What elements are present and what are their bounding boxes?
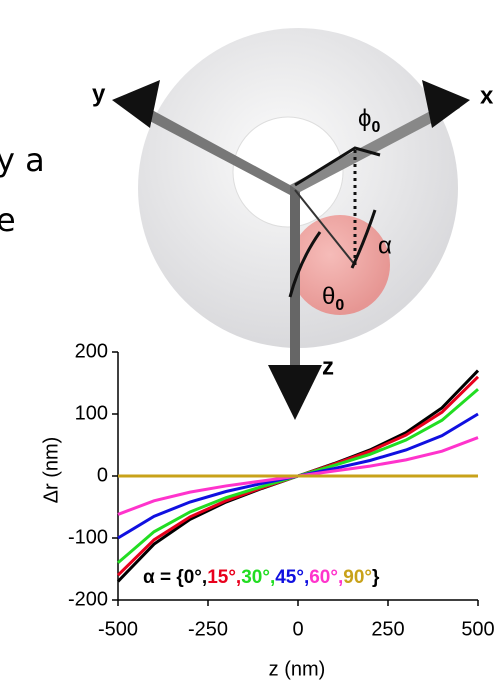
subscript: 0	[335, 297, 344, 314]
legend-entry: 0°	[184, 567, 202, 588]
diagram: y x z ϕ0 α θ0	[92, 28, 494, 420]
legend-entry: 45°	[275, 567, 304, 588]
x-tick-label: -250	[188, 618, 228, 640]
x-axis-title: z (nm)	[269, 658, 326, 680]
y-tick-label: 200	[75, 340, 108, 362]
axis-label: x	[480, 82, 494, 109]
y-tick-label: 100	[75, 402, 108, 424]
z-arrow	[268, 365, 322, 420]
y-tick-label: 0	[97, 464, 108, 486]
symbol: ϕ	[358, 105, 371, 132]
legend: α = {0°,15°,30°,45°,60°,90°}	[143, 567, 380, 588]
legend-prefix: α = {	[143, 567, 184, 588]
x-tick-label: -500	[98, 618, 138, 640]
axis-label: z	[322, 353, 334, 380]
y-tick-label: -100	[68, 526, 108, 548]
text-fragment: e	[0, 201, 16, 239]
legend-entry: 60°	[309, 567, 338, 588]
x-tick-label: 500	[461, 618, 494, 640]
subscript: 0	[371, 119, 380, 136]
legend-suffix: }	[372, 567, 380, 588]
x-tick-label: 250	[371, 618, 404, 640]
symbol: θ	[322, 283, 335, 310]
legend-entry: 90°	[343, 567, 372, 588]
figure: y a e y x z ϕ0 α θ0 z (nm) Δr (nm) -200-…	[0, 0, 502, 691]
legend-entry: 30°	[241, 567, 270, 588]
y-tick-label: -200	[68, 588, 108, 610]
y-axis-title: Δr (nm)	[40, 437, 62, 504]
page: y a e y x z ϕ0 α θ0 z (nm) Δr (nm) -200-…	[0, 0, 502, 691]
legend-entry: 15°	[207, 567, 236, 588]
text-fragment: y a	[0, 141, 45, 179]
angle-label: α	[378, 232, 392, 259]
x-tick-label: 0	[292, 618, 303, 640]
axis-label: y	[92, 80, 106, 107]
